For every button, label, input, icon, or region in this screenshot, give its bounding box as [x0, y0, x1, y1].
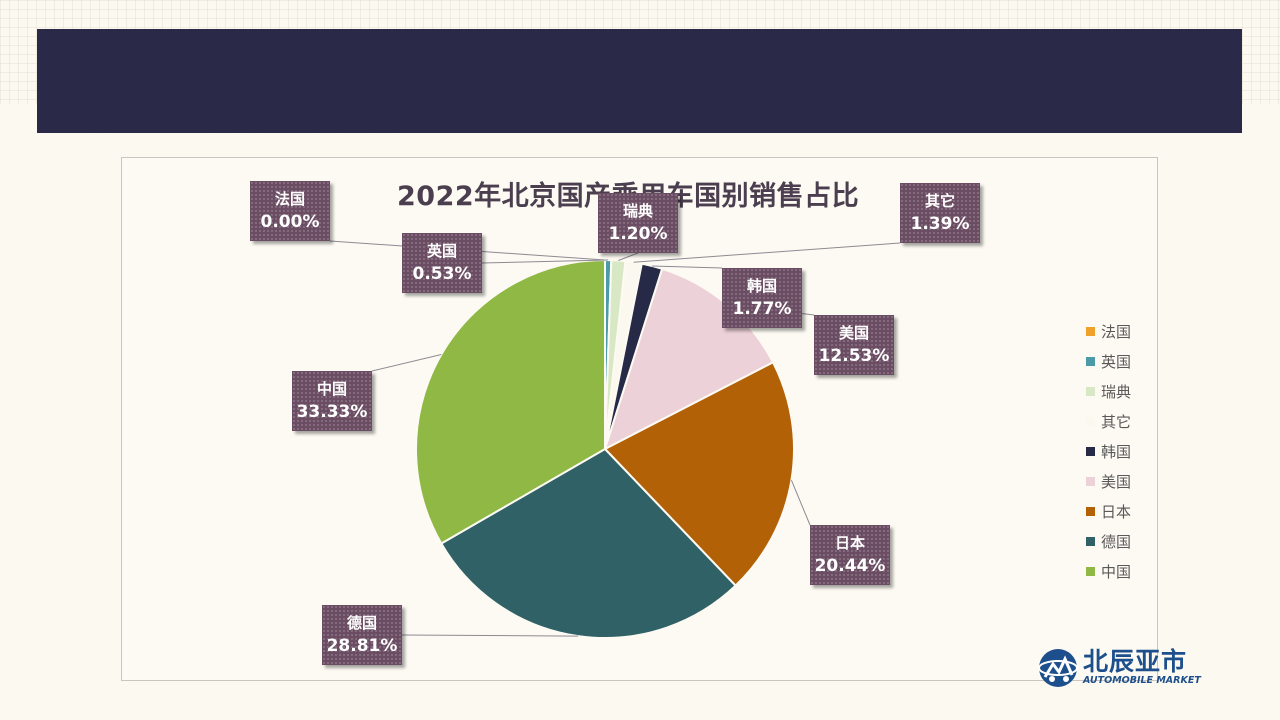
data-label-7: 德国 28.81%: [322, 605, 402, 665]
legend-item-4: 韩国: [1086, 436, 1131, 466]
legend-item-8: 中国: [1086, 556, 1131, 586]
legend-swatch: [1086, 506, 1095, 516]
legend-swatch: [1086, 566, 1095, 576]
chart-legend: 法国英国瑞典其它韩国美国日本德国中国: [1086, 316, 1131, 586]
data-label-name: 美国: [838, 324, 869, 342]
data-label-6: 日本 20.44%: [810, 525, 890, 585]
legend-item-6: 日本: [1086, 496, 1131, 526]
data-label-name: 其它: [924, 192, 955, 210]
legend-swatch: [1086, 476, 1095, 486]
pie-slice-8: [415, 258, 606, 545]
data-label-value: 0.00%: [260, 212, 320, 232]
data-label-value: 1.39%: [910, 214, 970, 234]
legend-swatch: [1086, 416, 1095, 426]
data-label-1: 英国 0.53%: [402, 233, 482, 293]
legend-swatch: [1086, 536, 1095, 546]
legend-label: 美国: [1101, 472, 1132, 491]
legend-label: 英国: [1101, 352, 1132, 371]
data-label-value: 20.44%: [814, 556, 886, 576]
legend-swatch: [1086, 386, 1095, 396]
data-label-3: 其它 1.39%: [900, 183, 980, 243]
data-label-name: 法国: [274, 190, 305, 208]
data-label-name: 瑞典: [622, 202, 653, 220]
legend-swatch: [1086, 446, 1095, 456]
legend-swatch: [1086, 356, 1095, 366]
data-label-value: 33.33%: [296, 402, 368, 422]
data-label-4: 韩国 1.77%: [722, 268, 802, 328]
legend-item-0: 法国: [1086, 316, 1131, 346]
leader-line-6: [790, 480, 811, 526]
data-label-name: 日本: [834, 534, 865, 552]
company-logo: 北辰亚市 AUTOMOBILE MARKET: [1037, 646, 1209, 690]
slide-title: 2022年北京汽车交易情况: [86, 108, 408, 133]
data-label-value: 28.81%: [326, 636, 398, 656]
legend-label: 日本: [1101, 502, 1132, 521]
logo-name-en: AUTOMOBILE MARKET: [1083, 675, 1201, 686]
leader-line-2: [618, 252, 639, 261]
legend-item-7: 德国: [1086, 526, 1131, 556]
logo-name-cn: 北辰亚市: [1083, 647, 1188, 676]
globe-icon: [1038, 649, 1078, 687]
data-label-value: 1.20%: [608, 224, 668, 244]
leader-line-1: [481, 259, 609, 264]
leader-line-8: [371, 353, 442, 372]
data-label-2: 瑞典 1.20%: [598, 193, 678, 253]
legend-label: 中国: [1101, 562, 1132, 581]
data-label-name: 德国: [346, 614, 377, 632]
legend-label: 韩国: [1101, 442, 1132, 461]
data-label-name: 英国: [426, 242, 457, 260]
data-label-value: 0.53%: [412, 264, 472, 284]
title-banner: [37, 29, 1242, 133]
legend-item-1: 英国: [1086, 346, 1131, 376]
data-label-name: 韩国: [746, 277, 777, 295]
data-label-8: 中国 33.33%: [292, 371, 372, 431]
legend-item-2: 瑞典: [1086, 376, 1131, 406]
legend-label: 法国: [1101, 322, 1132, 341]
legend-label: 其它: [1101, 412, 1132, 431]
leader-line-7: [401, 634, 579, 637]
legend-item-5: 美国: [1086, 466, 1131, 496]
data-label-name: 中国: [316, 380, 347, 398]
data-label-value: 12.53%: [818, 346, 890, 366]
legend-item-3: 其它: [1086, 406, 1131, 436]
leader-line-4: [652, 265, 723, 269]
legend-swatch: [1086, 326, 1095, 336]
legend-label: 德国: [1101, 532, 1132, 551]
data-label-value: 1.77%: [732, 299, 792, 319]
data-label-0: 法国 0.00%: [250, 181, 330, 241]
leader-line-3: [633, 242, 901, 263]
data-label-5: 美国 12.53%: [814, 315, 894, 375]
legend-label: 瑞典: [1101, 382, 1132, 401]
